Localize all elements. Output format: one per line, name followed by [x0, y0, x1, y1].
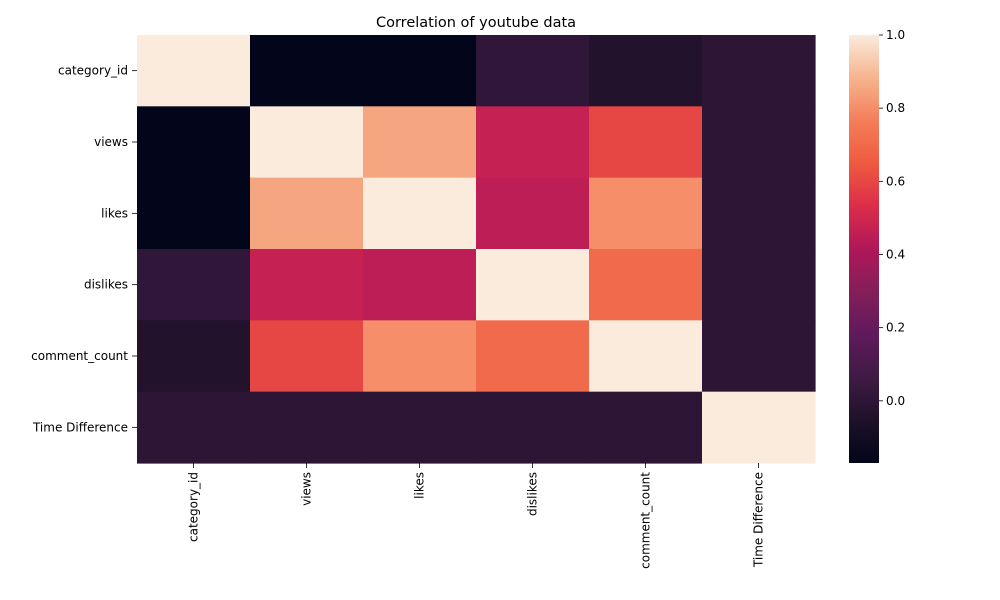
colorbar-gradient-bar [849, 35, 879, 463]
heatmap-cell-time-difference-views [250, 391, 364, 464]
heatmap-cell-category-id-category-id [137, 35, 251, 107]
y-tick-label-views: views [94, 135, 128, 149]
heatmap-cell-likes-time-difference [702, 177, 816, 250]
heatmap-cell-dislikes-time-difference [702, 249, 816, 321]
colorbar-tick-label: 0.0 [886, 394, 905, 408]
heatmap-cell-views-time-difference [702, 106, 816, 179]
y-tick-label-likes: likes [101, 206, 128, 220]
colorbar: 0.0 0.2 0.4 0.6 0.8 1.0 [849, 28, 905, 463]
heatmap-cell-time-difference-likes [363, 391, 477, 464]
heatmap-cell-views-likes [363, 106, 477, 179]
x-tick-labels: category_id views likes dislikes comment_cou… [187, 463, 766, 569]
x-tick-label-time-difference: Time Difference [752, 472, 766, 568]
heatmap-cell-category-id-comment-count [589, 35, 703, 107]
heatmap-cell-views-views [250, 106, 364, 179]
heatmap-cell-time-difference-category-id [137, 391, 251, 464]
heatmap-cell-category-id-views [250, 35, 364, 107]
chart-title: Correlation of youtube data [376, 15, 576, 31]
heatmap-cell-time-difference-dislikes [476, 391, 590, 464]
x-tick-label-category-id: category_id [187, 472, 201, 542]
heatmap-cell-dislikes-likes [363, 249, 477, 321]
colorbar-tick-label: 0.6 [886, 174, 905, 188]
heatmap-cell-category-id-time-difference [702, 35, 816, 107]
heatmap-cell-views-comment-count [589, 106, 703, 179]
heatmap-cell-comment-count-comment-count [589, 320, 703, 393]
x-tick-label-dislikes: dislikes [526, 472, 540, 516]
colorbar-tick-label: 0.2 [886, 321, 905, 335]
colorbar-tick-label: 0.4 [886, 247, 905, 261]
heatmap-cell-dislikes-dislikes [476, 249, 590, 321]
heatmap-cells [137, 35, 816, 464]
y-tick-label-category-id: category_id [58, 64, 128, 78]
heatmap-cell-views-dislikes [476, 106, 590, 179]
y-tick-label-dislikes: dislikes [84, 278, 128, 292]
heatmap-cell-dislikes-comment-count [589, 249, 703, 321]
colorbar-tick-label: 0.8 [886, 101, 905, 115]
heatmap-cell-dislikes-category-id [137, 249, 251, 321]
heatmap-cell-likes-likes [363, 177, 477, 250]
y-tick-label-comment-count: comment_count [31, 349, 128, 363]
heatmap-cell-category-id-likes [363, 35, 477, 107]
x-tick-label-likes: likes [413, 472, 427, 499]
heatmap-cell-views-category-id [137, 106, 251, 179]
colorbar-tick-label: 1.0 [886, 28, 905, 42]
heatmap-cell-comment-count-category-id [137, 320, 251, 393]
heatmap-cell-comment-count-views [250, 320, 364, 393]
heatmap-cell-likes-views [250, 177, 364, 250]
x-tick-label-views: views [300, 472, 314, 506]
heatmap-cell-comment-count-dislikes [476, 320, 590, 393]
heatmap-cell-comment-count-likes [363, 320, 477, 393]
heatmap-cell-category-id-dislikes [476, 35, 590, 107]
heatmap-cell-comment-count-time-difference [702, 320, 816, 393]
heatmap-cell-likes-comment-count [589, 177, 703, 250]
heatmap-cell-time-difference-time-difference [702, 391, 816, 464]
y-tick-label-time-difference: Time Difference [32, 420, 128, 434]
heatmap-cell-likes-dislikes [476, 177, 590, 250]
heatmap-cell-likes-category-id [137, 177, 251, 250]
heatmap-cell-dislikes-views [250, 249, 364, 321]
x-tick-label-comment-count: comment_count [639, 472, 653, 569]
heatmap-cell-time-difference-comment-count [589, 391, 703, 464]
